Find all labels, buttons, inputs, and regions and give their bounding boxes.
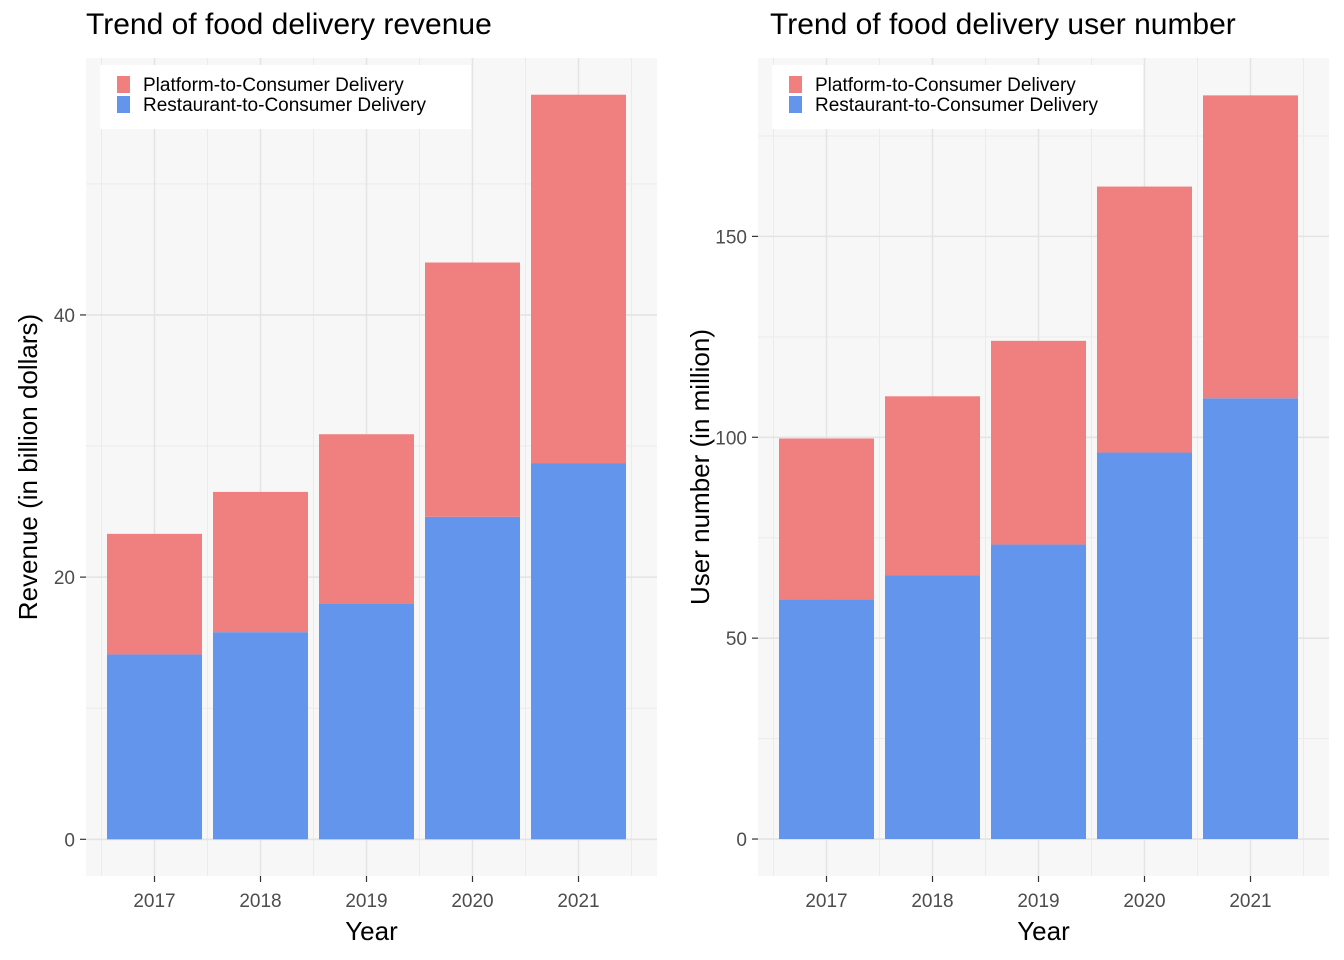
bar-restaurant-to-consumer-delivery-2017 [107,654,202,840]
revenue-chart: 0 20 40 2017 2018 2019 2020 2021 Year Revenue (in… [13,58,657,946]
x-axis-title: Year [345,916,398,946]
bar-restaurant-to-consumer-delivery-2019 [319,603,414,840]
bar-platform-to-consumer-delivery-2018 [213,491,308,633]
legend-box [100,65,471,129]
y-axis-title: User number (in million) [685,329,715,605]
x-tick-label: 2019 [1017,891,1059,912]
bar-platform-to-consumer-delivery-2021 [1203,95,1298,399]
bar-platform-to-consumer-delivery-2019 [319,434,414,604]
x-tick-label: 2021 [1229,891,1271,912]
bar-restaurant-to-consumer-delivery-2021 [531,463,626,840]
legend-box [772,65,1143,129]
legend-key-restaurant-to-consumer-delivery [789,96,802,113]
bar-platform-to-consumer-delivery-2020 [1097,186,1192,453]
legend-key-restaurant-to-consumer-delivery [117,96,130,113]
x-tick-label: 2018 [239,891,281,912]
x-tick-label: 2018 [911,891,953,912]
x-tick-label: 2021 [557,891,599,912]
legend-label-platform-to-consumer-delivery: Platform-to-Consumer Delivery [815,75,1076,96]
legend-label-restaurant-to-consumer-delivery: Restaurant-to-Consumer Delivery [815,95,1098,116]
x-tick-label: 2019 [345,891,387,912]
bar-restaurant-to-consumer-delivery-2020 [1097,452,1192,840]
bar-restaurant-to-consumer-delivery-2018 [885,575,980,840]
x-tick-label: 2020 [451,891,493,912]
y-axis-title: Revenue (in billion dollars) [13,314,43,620]
bar-restaurant-to-consumer-delivery-2019 [991,544,1086,840]
legend-key-platform-to-consumer-delivery [117,76,130,93]
bar-restaurant-to-consumer-delivery-2017 [779,599,874,840]
legend-label-restaurant-to-consumer-delivery: Restaurant-to-Consumer Delivery [143,95,426,116]
user-number-chart: 0 50 100 150 2017 2018 2019 2020 2021 Year User nu… [685,58,1329,946]
x-axis-title: Year [1017,916,1070,946]
bar-platform-to-consumer-delivery-2020 [425,262,520,517]
bar-restaurant-to-consumer-delivery-2021 [1203,398,1298,840]
y-tick-label: 150 [715,227,747,248]
bar-restaurant-to-consumer-delivery-2020 [425,516,520,840]
bar-platform-to-consumer-delivery-2018 [885,396,980,576]
y-tick-label: 100 [715,428,747,449]
x-tick-label: 2017 [133,891,175,912]
x-tick-label: 2017 [805,891,847,912]
bar-restaurant-to-consumer-delivery-2018 [213,632,308,840]
chart-title-users: Trend of food delivery user number [770,8,1236,41]
y-tick-label: 20 [54,568,75,589]
y-tick-label: 50 [726,629,747,650]
x-tick-label: 2020 [1123,891,1165,912]
y-tick-label: 0 [736,830,747,851]
bar-platform-to-consumer-delivery-2017 [107,533,202,655]
y-tick-label: 40 [54,306,75,327]
bar-platform-to-consumer-delivery-2021 [531,94,626,464]
y-tick-label: 0 [64,830,75,851]
chart-title-revenue: Trend of food delivery revenue [86,8,492,41]
bar-platform-to-consumer-delivery-2017 [779,438,874,600]
legend-key-platform-to-consumer-delivery [789,76,802,93]
bar-platform-to-consumer-delivery-2019 [991,340,1086,545]
legend-label-platform-to-consumer-delivery: Platform-to-Consumer Delivery [143,75,404,96]
